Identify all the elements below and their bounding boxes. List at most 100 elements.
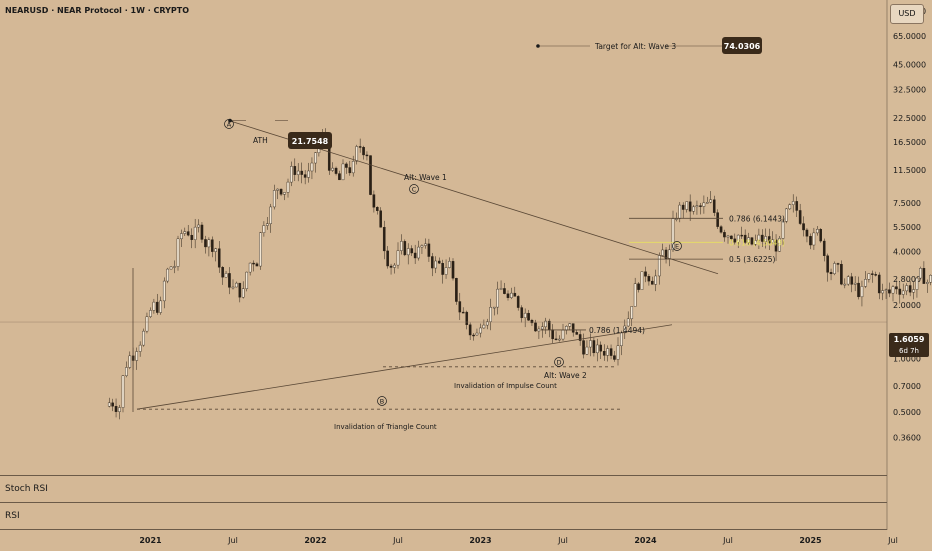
candle-body [155, 301, 159, 313]
candle-body [826, 255, 829, 273]
candle-body [644, 271, 647, 277]
candle-body [365, 154, 369, 157]
candle-body [654, 275, 657, 285]
candle-body [516, 296, 520, 308]
candle-body [544, 320, 547, 328]
alt-wave-2-label: Alt: Wave 2 [544, 371, 587, 380]
price-tick-label: 1.0000 [893, 355, 921, 364]
candle-body [613, 355, 616, 360]
price-tick-label: 4.0000 [893, 247, 921, 256]
time-tick-label: 2022 [304, 536, 326, 545]
stoch-rsi-panel[interactable]: Stoch RSI [0, 475, 887, 503]
target-label: Target for Alt: Wave 3 [594, 42, 676, 51]
candle-body [530, 319, 534, 324]
candle-body [259, 232, 262, 267]
symbol-title: NEARUSD · NEAR Protocol · 1W · CRYPTO [5, 6, 190, 15]
rsi-panel[interactable]: RSI [0, 502, 887, 530]
wave-c-label: C [412, 186, 417, 194]
candle-body [503, 288, 506, 294]
candle-body [176, 238, 180, 267]
candle-body [874, 274, 877, 276]
price-tick-label: 16.5000 [893, 138, 926, 147]
fib-5-label: 0.5 (3.6225) [729, 255, 775, 264]
candle-body [702, 202, 706, 207]
price-tick-label: 2.0000 [893, 301, 921, 310]
candle-body [479, 327, 482, 334]
candle-body [685, 201, 689, 210]
candle-body [551, 329, 554, 340]
candle-body [578, 334, 582, 341]
candle-body [279, 188, 283, 195]
candle-body [276, 188, 279, 191]
candle-body [575, 332, 579, 335]
candle-body [795, 201, 799, 211]
candle-body [293, 166, 297, 175]
fib-618-label: 0.618 (4.5049) [729, 238, 785, 247]
candle-body [836, 263, 840, 265]
candle-body [888, 289, 891, 294]
candle-body [355, 146, 359, 162]
candle-body [193, 226, 197, 240]
candle-body [461, 311, 465, 314]
candle-body [895, 286, 898, 290]
candle-body [589, 340, 592, 348]
candle-body [802, 223, 805, 231]
candle-body [712, 199, 716, 213]
candle-body [898, 288, 902, 295]
candle-body [455, 278, 458, 302]
candle-body [833, 263, 836, 275]
candle-body [190, 234, 194, 240]
candle-body [520, 307, 524, 319]
candle-body [420, 245, 424, 248]
candle-body [266, 223, 269, 226]
candle-body [912, 289, 915, 293]
candle-body [599, 344, 602, 352]
candle-body [262, 225, 266, 233]
time-tick-label: 2021 [139, 536, 162, 545]
candle-body [496, 288, 499, 308]
candle-body [468, 324, 472, 336]
candle-body [492, 306, 496, 309]
price-tick-label: 0.3600 [893, 434, 921, 443]
candle-body [499, 288, 503, 290]
candle-body [640, 271, 644, 290]
candle-body [255, 263, 259, 267]
candle-body [183, 231, 187, 234]
candle-body [740, 234, 744, 237]
candle-body [819, 229, 822, 242]
candle-body [448, 261, 451, 268]
candle-body [348, 167, 352, 174]
candle-body [362, 147, 365, 156]
candle-body [730, 235, 733, 240]
candle-body [217, 248, 221, 268]
candle-body [829, 272, 833, 275]
candle-body [647, 276, 651, 282]
candle-body [919, 268, 922, 279]
candle-body [843, 283, 847, 286]
candle-body [891, 286, 895, 294]
candle-body [393, 264, 396, 268]
candle-body [451, 261, 455, 279]
candle-body [272, 190, 276, 208]
stoch-rsi-label: Stoch RSI [5, 484, 48, 494]
time-axis[interactable] [0, 529, 887, 551]
target-anchor-dot [536, 44, 540, 48]
candle-body [816, 229, 819, 234]
impulse-invalidation-label: Invalidation of Impulse Count [454, 382, 557, 390]
candle-body [681, 204, 685, 210]
currency-button[interactable]: USD [890, 4, 924, 24]
candle-body [142, 330, 145, 346]
candle-body [778, 238, 781, 252]
candle-body [915, 277, 919, 290]
current-price-badge[interactable]: 1.6059 6d 7h [889, 333, 929, 357]
candle-body [664, 249, 668, 259]
candle-body [534, 322, 537, 332]
candle-body [475, 332, 479, 336]
candle-body [651, 280, 654, 285]
candle-body [846, 276, 850, 285]
candle-body [510, 292, 513, 298]
candle-body [111, 402, 114, 407]
candle-body [379, 210, 383, 228]
